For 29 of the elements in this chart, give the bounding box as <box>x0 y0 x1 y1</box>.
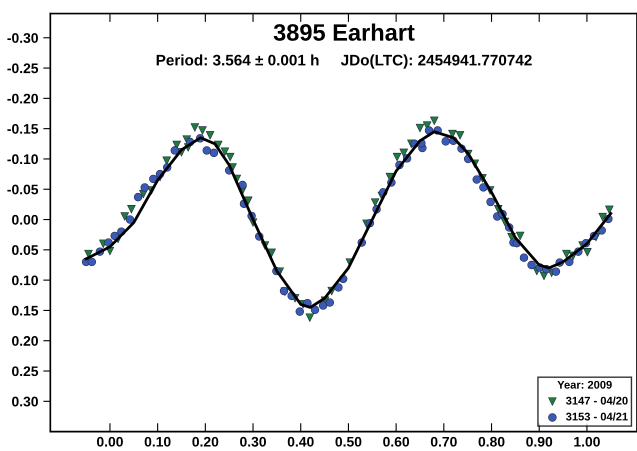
legend-label: 3153 - 04/21 <box>566 412 628 421</box>
y-tick-label: 0.10 <box>12 275 38 286</box>
x-tick-label: 0.00 <box>96 436 123 447</box>
x-tick-label: 0.90 <box>526 436 552 447</box>
y-tick-label: 0.15 <box>12 306 38 316</box>
legend-title: Year: 2009 <box>557 380 612 389</box>
chart-title: 3895 Earhart <box>274 23 415 41</box>
y-tick-label: -0.25 <box>7 63 38 74</box>
x-tick-label: 1.00 <box>574 436 600 447</box>
y-tick-label: 0.30 <box>12 396 38 406</box>
y-tick-label: 0.00 <box>12 214 38 225</box>
y-tick-label: -0.20 <box>7 94 38 104</box>
y-tick-label: -0.30 <box>7 33 38 43</box>
x-tick-label: 0.40 <box>288 436 314 447</box>
text: Period: 3.564 ± 0.001 h JDo(LTC): 2454941.770742 <box>156 54 532 69</box>
x-tick-label: 0.10 <box>144 436 171 447</box>
y-tick-label: 0.25 <box>12 366 38 376</box>
x-tick-label: 0.20 <box>192 436 218 447</box>
y-tick-label: 0.20 <box>12 336 38 346</box>
x-tick-label: 0.30 <box>240 436 266 447</box>
y-tick-label: -0.15 <box>7 124 38 134</box>
x-tick-label: 0.50 <box>335 436 362 447</box>
x-tick-label: 0.60 <box>383 436 410 447</box>
y-tick-label: -0.05 <box>7 184 38 194</box>
y-tick-label: -0.10 <box>7 154 38 164</box>
x-tick-label: 0.80 <box>478 436 504 447</box>
legend-label: 3147 - 04/20 <box>566 396 628 405</box>
y-tick-label: 0.05 <box>12 245 38 256</box>
x-tick-label: 0.70 <box>430 436 457 447</box>
